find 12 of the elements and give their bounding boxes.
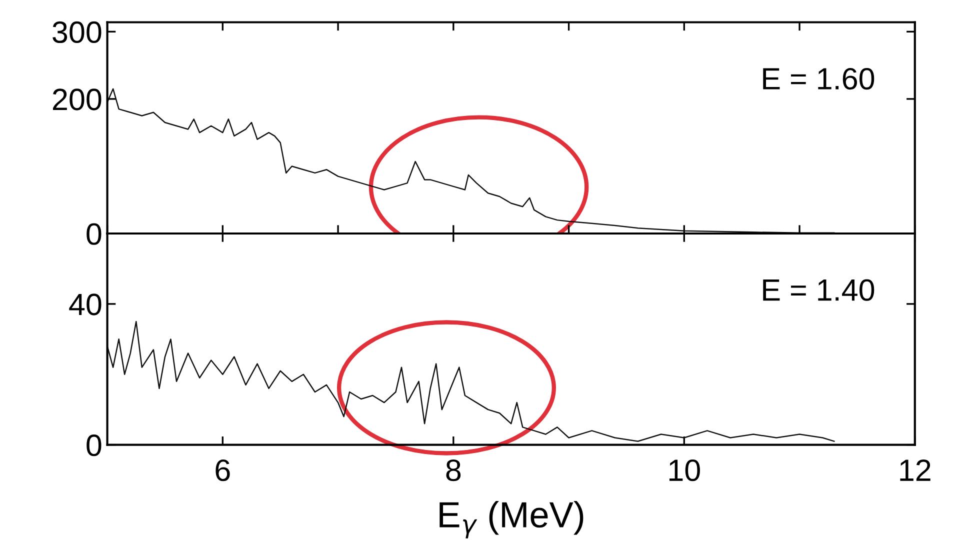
x-tick-label: 10 [669,459,700,482]
y-tick-label: 40 [69,294,102,316]
annotation: E = 1.60 [763,68,874,90]
y-tick-label: 0 [86,223,102,245]
y-tick-label: 0 [86,434,102,456]
x-tick-label: 8 [446,459,461,482]
y-tick-label: 300 [52,21,102,44]
x-tick-label: 6 [216,459,230,482]
x-tick-label: 12 [900,459,930,481]
annotation: E = 1.40 [763,279,874,301]
x-axis-title: E$_{γ}$ (MeV) [440,501,584,538]
y-tick-label: 200 [52,88,102,110]
